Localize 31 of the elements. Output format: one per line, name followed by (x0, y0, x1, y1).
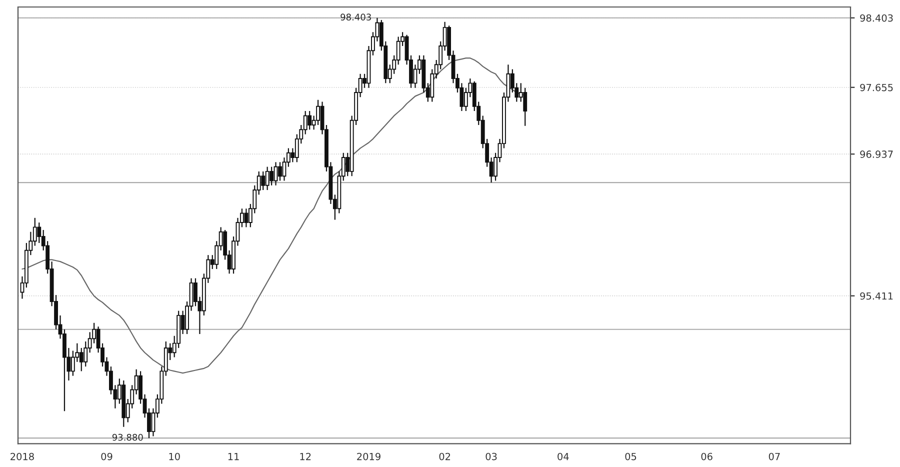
x-tick-label: 11 (228, 452, 239, 460)
y-tick-label: 96.937 (860, 150, 893, 158)
x-tick-label: 03 (486, 452, 497, 460)
annotation: 93.880 (112, 434, 143, 441)
y-tick-label: 95.411 (860, 292, 893, 300)
candlestick (79, 347, 84, 372)
x-tick-label: 2018 (10, 452, 34, 460)
y-tick-label: 98.403 (860, 14, 893, 22)
candlestick (316, 99, 320, 126)
candlestick (37, 222, 42, 244)
candlestick (261, 170, 266, 191)
candlestick (244, 208, 248, 228)
y-tick-label: 97.655 (860, 84, 893, 92)
x-tick-label: 10 (169, 452, 180, 460)
x-tick-label: 09 (101, 452, 112, 460)
candlestick (278, 162, 282, 182)
x-tick-label: 04 (558, 452, 569, 460)
annotation: 98.403 (340, 14, 371, 20)
x-tick-label: 2019 (357, 452, 380, 460)
x-tick-label: 05 (625, 452, 636, 460)
candlestick (523, 87, 528, 126)
candlestick (396, 36, 400, 66)
x-tick-label: 06 (701, 452, 712, 460)
candlestick (84, 340, 88, 368)
x-tick-label: 07 (768, 452, 780, 460)
x-tick-label: 12 (300, 452, 311, 460)
x-tick-label: 02 (439, 452, 450, 460)
candlestick (265, 166, 270, 191)
candlestick (308, 110, 312, 130)
candlestick (282, 156, 286, 182)
candlestick (270, 166, 274, 186)
